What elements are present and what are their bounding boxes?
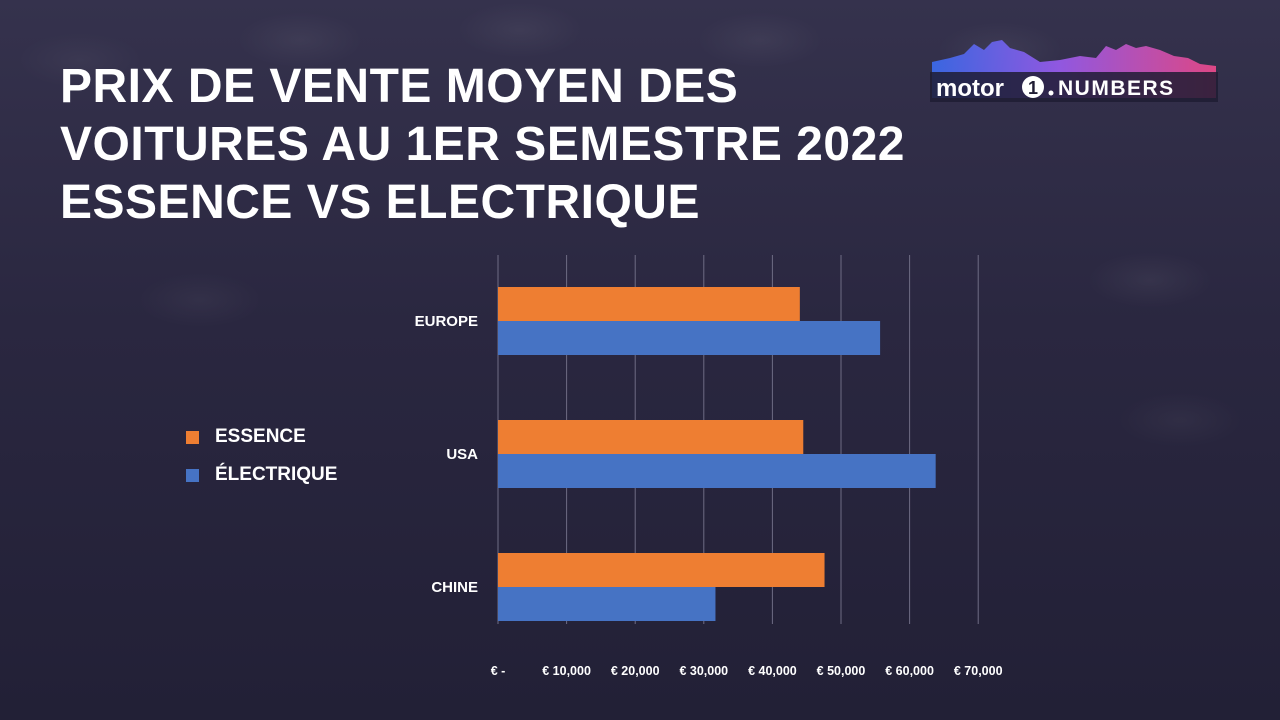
page-title: PRIX DE VENTE MOYEN DES VOITURES AU 1ER … — [60, 58, 905, 232]
x-tick-label-3: € 30,000 — [679, 664, 728, 678]
legend: ESSENCE ÉLECTRIQUE — [186, 426, 337, 502]
legend-swatch-electrique — [186, 468, 199, 482]
title-line-2: VOITURES AU 1ER SEMESTRE 2022 — [60, 118, 905, 171]
legend-swatch-essence — [186, 430, 199, 444]
bar-europe-electrique — [498, 321, 881, 355]
x-tick-label-6: € 60,000 — [885, 664, 934, 678]
bar-europe-essence — [498, 287, 800, 321]
motor1-numbers-logo: motor 1 NUMBERS — [930, 40, 1218, 102]
x-tick-label-0: € - — [491, 664, 506, 678]
legend-item-essence: ESSENCE — [186, 426, 337, 448]
legend-label-electrique: ÉLECTRIQUE — [215, 464, 338, 485]
category-label-europe: EUROPE — [415, 313, 478, 330]
category-label-chine: CHINE — [431, 579, 478, 596]
x-tick-label-2: € 20,000 — [611, 664, 660, 678]
title-line-3: ESSENCE VS ELECTRIQUE — [60, 176, 700, 229]
x-tick-label-5: € 50,000 — [817, 664, 866, 678]
legend-item-electrique: ÉLECTRIQUE — [186, 464, 337, 486]
title-line-1: PRIX DE VENTE MOYEN DES — [60, 60, 739, 113]
bar-chine-electrique — [498, 587, 716, 621]
bar-usa-electrique — [498, 454, 936, 488]
logo-text-number: 1 — [1028, 78, 1038, 98]
logo-text-numbers: NUMBERS — [1058, 77, 1175, 100]
category-label-usa: USA — [446, 446, 478, 463]
x-tick-label-1: € 10,000 — [542, 664, 591, 678]
legend-label-essence: ESSENCE — [215, 426, 306, 447]
logo-text-motor: motor — [936, 75, 1004, 102]
x-tick-label-7: € 70,000 — [954, 664, 1003, 678]
bar-chine-essence — [498, 553, 825, 587]
x-tick-label-4: € 40,000 — [748, 664, 797, 678]
bar-usa-essence — [498, 420, 804, 454]
